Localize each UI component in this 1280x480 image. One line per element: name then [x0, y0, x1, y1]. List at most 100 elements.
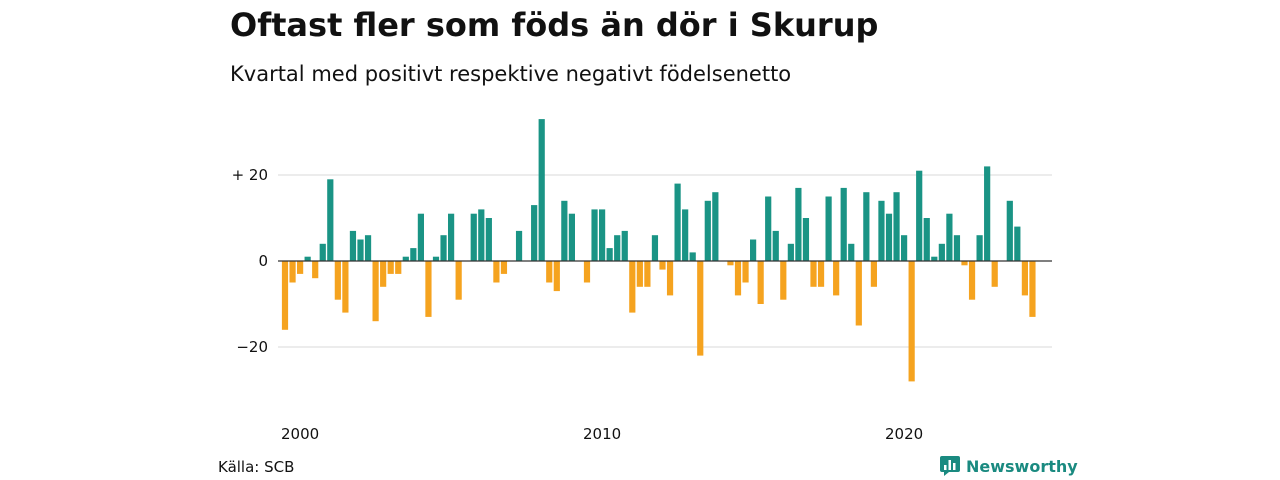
y-tick-label: + 20 — [232, 166, 268, 184]
bar — [946, 213, 953, 261]
bar — [961, 261, 968, 266]
bar — [515, 230, 523, 261]
bar — [855, 261, 862, 326]
bar — [802, 218, 810, 261]
bar — [417, 213, 424, 261]
bar-chart-icon — [940, 456, 960, 476]
bar — [614, 235, 621, 261]
bar — [387, 261, 394, 274]
bar — [636, 261, 643, 287]
source-note: Källa: SCB — [218, 458, 295, 476]
bar — [440, 235, 447, 261]
bar — [742, 261, 749, 283]
bar — [493, 261, 500, 283]
bar — [1029, 261, 1036, 317]
bars — [281, 119, 1036, 382]
bar — [734, 261, 742, 296]
bar — [364, 235, 372, 261]
bar — [976, 235, 983, 261]
bar — [878, 200, 885, 261]
bar — [697, 261, 704, 356]
bar — [885, 213, 893, 261]
bar — [833, 261, 840, 296]
bar — [538, 119, 545, 261]
bar — [651, 235, 659, 261]
bar — [659, 261, 666, 270]
bar — [953, 235, 961, 261]
bar — [727, 261, 734, 266]
bar — [1014, 226, 1021, 261]
bar — [478, 209, 485, 261]
bar — [931, 256, 938, 261]
brand-name: Newsworthy — [966, 456, 1078, 476]
bar — [470, 213, 477, 261]
bar — [765, 196, 772, 261]
bar — [674, 183, 681, 261]
bar — [327, 179, 334, 261]
bar — [901, 235, 908, 261]
bar — [455, 261, 462, 300]
bar — [757, 261, 764, 304]
bar — [606, 248, 613, 261]
bar — [629, 261, 636, 313]
bar — [923, 218, 930, 261]
brand-logo: Newsworthy — [940, 456, 1078, 476]
bar — [289, 261, 296, 283]
bar — [432, 256, 440, 261]
bar — [1021, 261, 1028, 296]
x-axis-ticks: 2000 2010 2020 — [281, 425, 923, 443]
bar — [644, 261, 651, 287]
bar — [908, 261, 915, 382]
bar — [334, 261, 341, 300]
bar — [787, 243, 794, 261]
bar — [840, 187, 847, 261]
y-axis-ticks: + 20 0 −20 — [232, 166, 268, 356]
gridlines — [278, 174, 1052, 348]
bar — [682, 209, 689, 261]
bar — [893, 192, 900, 261]
y-tick-label: −20 — [236, 338, 268, 356]
bar — [372, 261, 379, 322]
bar — [410, 248, 417, 261]
bar — [568, 213, 575, 261]
bar — [984, 166, 991, 261]
bar — [380, 261, 387, 287]
bar — [297, 261, 304, 274]
bar — [795, 187, 802, 261]
bar — [704, 200, 711, 261]
bar — [817, 261, 825, 287]
bar — [916, 170, 923, 261]
x-tick-label: 2020 — [885, 425, 923, 443]
bar — [772, 230, 779, 261]
bar — [395, 261, 402, 274]
bar — [402, 256, 409, 261]
bar — [500, 261, 508, 274]
bar — [281, 261, 289, 330]
bar — [621, 230, 628, 261]
bar — [591, 209, 598, 261]
bar — [349, 230, 357, 261]
y-tick-label: 0 — [258, 252, 268, 270]
bar — [357, 239, 364, 261]
bar — [553, 261, 560, 292]
bar — [810, 261, 817, 287]
bar — [312, 261, 319, 279]
bar — [938, 243, 945, 261]
bar — [546, 261, 553, 283]
x-tick-label: 2000 — [281, 425, 319, 443]
bar — [666, 261, 674, 296]
chart-title: Oftast fler som föds än dör i Skurup — [230, 6, 879, 44]
bar — [968, 261, 976, 300]
x-tick-label: 2010 — [583, 425, 621, 443]
bar — [319, 243, 326, 261]
bar — [304, 256, 311, 261]
bar — [991, 261, 998, 287]
bar — [848, 243, 855, 261]
bar — [561, 200, 568, 261]
bar — [485, 218, 492, 261]
bar — [448, 213, 455, 261]
bar — [425, 261, 432, 317]
bar — [342, 261, 349, 313]
bar — [583, 261, 591, 283]
